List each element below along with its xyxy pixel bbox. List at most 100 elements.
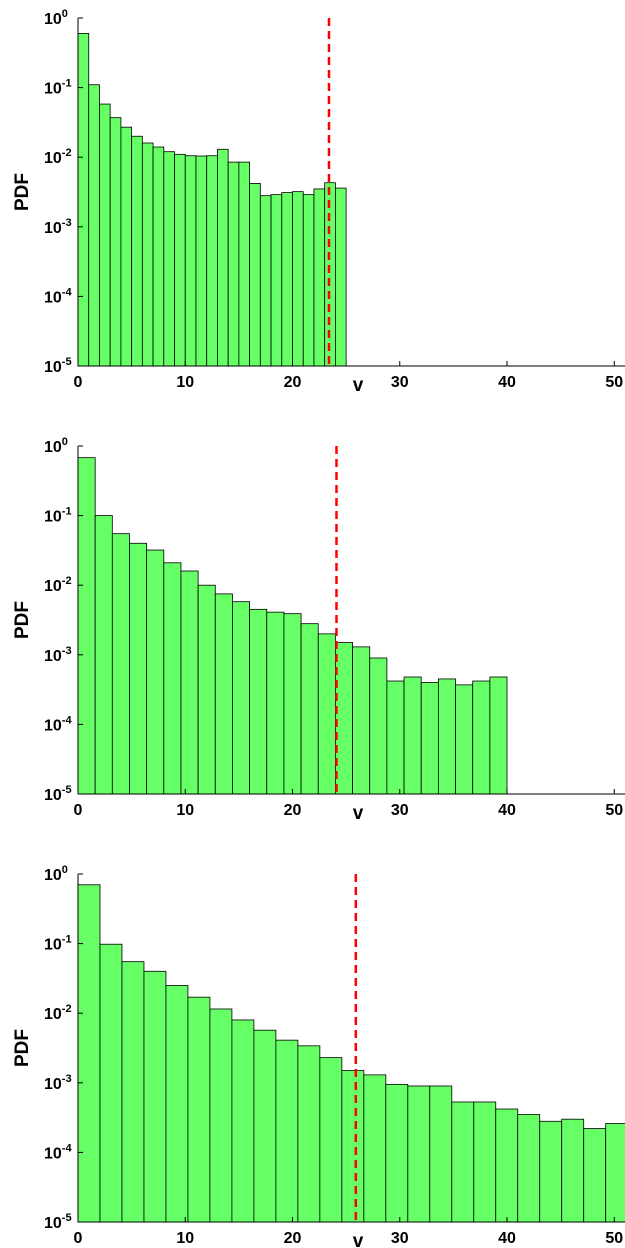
histogram-bar [403,676,422,795]
x-tick-label: 20 [284,374,302,391]
x-tick-label: 0 [74,1230,83,1247]
histogram-bar [152,146,165,367]
x-tick-label: 50 [605,802,623,819]
y-tick-label: 10-3 [44,217,72,237]
histogram-bar [283,613,302,795]
histogram-bar [129,542,148,795]
histogram-bar [206,155,218,367]
bars-panel-1 [77,33,347,367]
histogram-bar [197,584,216,795]
histogram-bar [249,608,268,795]
y-tick-label: 10-1 [44,506,72,526]
x-tick-label: 30 [391,802,409,819]
histogram-bar [324,182,336,367]
x-tick-label: 10 [176,1230,194,1247]
y-tick-label: 10-3 [44,1073,72,1093]
histogram-bar [517,1114,541,1223]
histogram-bar [109,117,122,367]
y-tick-label: 10-5 [44,356,72,376]
y-tick-label: 100 [44,864,68,884]
histogram-bar [583,1128,607,1223]
histogram-bar [238,161,251,367]
histogram-bar [232,601,251,795]
histogram-bar [141,142,154,367]
histogram-bar [539,1120,563,1223]
histogram-bar [121,961,145,1223]
histogram-bar [94,515,113,795]
histogram-bar [174,153,186,367]
histogram-bar [407,1085,431,1223]
histogram-bar [163,562,182,795]
histogram-bar [209,1008,233,1223]
bars-panel-3 [77,884,625,1223]
histogram-bar [561,1118,585,1223]
histogram-bar [437,678,456,795]
x-tick-label: 20 [284,1230,302,1247]
x-tick-label: 10 [176,802,194,819]
x-tick-label: 0 [74,802,83,819]
histogram-bar [420,682,439,795]
histogram-bar [165,985,189,1223]
histogram-bar [429,1085,453,1223]
x-tick-label: 40 [498,1230,516,1247]
histogram-bar [99,103,111,367]
histogram-bar [131,135,143,367]
histogram-bar [297,1045,321,1223]
histogram-bar [300,623,319,795]
x-axis-label: v [353,1231,364,1248]
histogram-bar [473,1101,497,1223]
histogram-bar [231,1019,255,1223]
x-tick-label: 20 [284,802,302,819]
y-tick-label: 100 [44,8,68,28]
x-tick-label: 0 [74,374,83,391]
histogram-bar [180,570,199,795]
histogram-bar [386,680,405,795]
histogram-bar [187,996,211,1223]
histogram-bar [270,194,283,367]
histogram-bar [313,188,326,367]
histogram-bar [317,633,336,795]
histogram-bar [99,943,123,1223]
x-tick-label: 50 [605,1230,623,1247]
histogram-bar [253,1029,277,1223]
histogram-bar [214,593,233,795]
histogram-bar [385,1083,409,1223]
y-tick-label: 10-4 [44,1142,72,1162]
histogram-bar [120,126,133,367]
histogram-bar [281,192,293,367]
histogram-bar [88,84,100,367]
histogram-bar [146,549,165,795]
chart-panel-3: 0 10 20 30 40 50 100 10-1 10-2 10-3 10-4 10-5 PDF v [12,864,625,1248]
y-axis-label: PDF [12,601,33,639]
histogram-bar [451,1101,475,1223]
x-tick-label: 50 [605,374,623,391]
histogram-bar [455,684,474,795]
bars-panel-2 [77,457,508,795]
y-tick-label: 100 [44,436,68,456]
histogram-bar [249,183,261,367]
chart-panel-1: 0 10 20 30 40 50 100 10-1 10-2 10-3 10-4 10-5 PDF v [12,8,625,396]
histogram-bar [319,1057,343,1223]
y-tick-label: 10-5 [44,1212,72,1232]
y-tick-label: 10-4 [44,286,72,306]
histogram-bar [77,33,90,367]
x-axis-label: v [353,375,364,396]
histogram-bar [472,680,491,795]
histogram-bar [227,161,240,367]
x-axis-label: v [353,803,364,824]
histogram-bar [143,970,167,1223]
histogram-bar [77,884,101,1223]
histogram-bar [184,155,197,367]
y-tick-label: 10-5 [44,784,72,804]
y-tick-label: 10-1 [44,78,72,98]
histogram-bar [605,1123,625,1223]
y-axis-label: PDF [12,173,33,211]
y-tick-label: 10-2 [44,575,72,595]
y-tick-label: 10-4 [44,714,72,734]
y-tick-label: 10-2 [44,147,72,167]
histogram-bar [259,195,272,367]
chart-panel-2: 0 10 20 30 40 50 100 10-1 10-2 10-3 10-4 10-5 PDF v [12,436,625,824]
x-tick-label: 40 [498,374,516,391]
x-tick-label: 30 [391,1230,409,1247]
